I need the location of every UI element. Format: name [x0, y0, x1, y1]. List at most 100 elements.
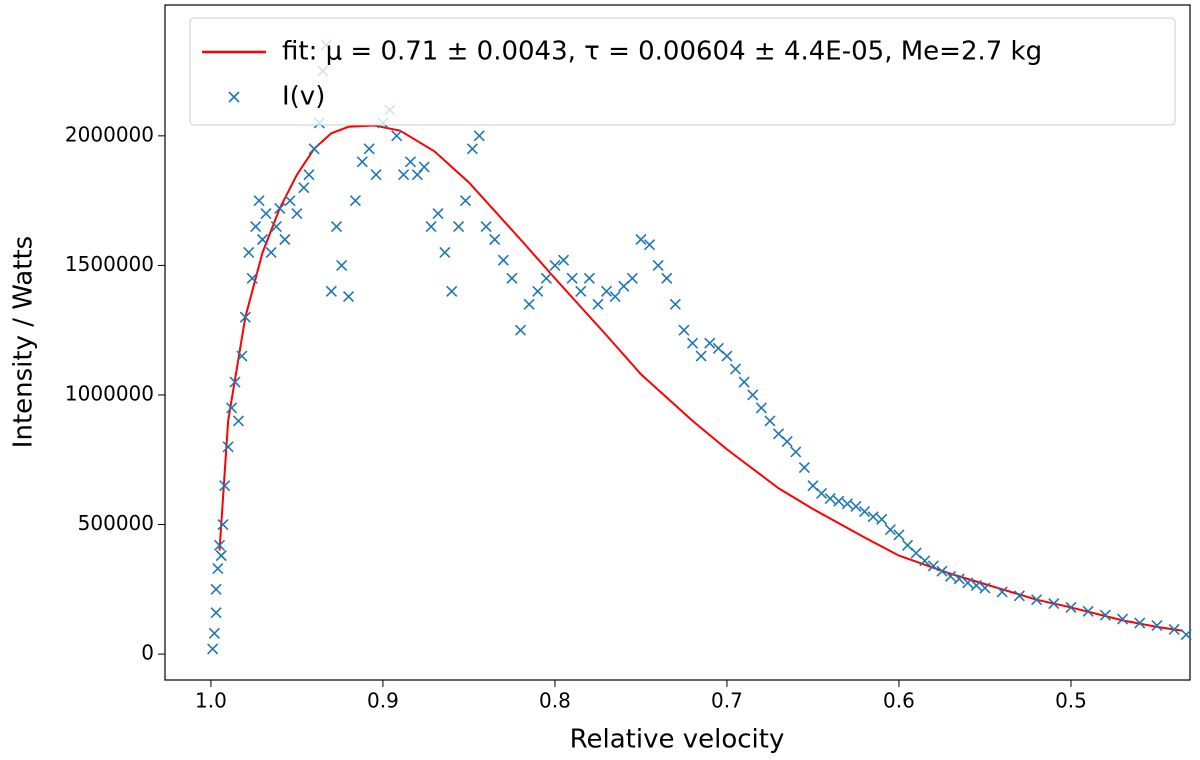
data-point	[213, 539, 226, 551]
data-point	[459, 195, 472, 207]
data-point	[303, 169, 315, 181]
data-point	[246, 272, 258, 284]
data-point	[363, 143, 375, 155]
x-tick-label: 0.7	[711, 689, 743, 713]
data-point	[453, 220, 465, 233]
data-point	[226, 402, 238, 414]
data-point	[298, 182, 310, 194]
data-point	[996, 586, 1008, 598]
data-point	[686, 337, 699, 349]
data-point	[893, 529, 905, 541]
data-point	[265, 246, 277, 259]
data-point	[274, 202, 286, 214]
data-point	[1031, 594, 1043, 606]
data-point	[815, 487, 828, 500]
data-point	[1013, 590, 1025, 602]
data-point	[575, 285, 587, 297]
data-point	[506, 272, 518, 284]
data-point	[583, 272, 595, 284]
data-point	[884, 524, 896, 536]
data-point	[876, 513, 888, 525]
data-point	[342, 290, 355, 303]
data-point	[755, 402, 767, 414]
data-point	[215, 550, 227, 562]
data-point	[1099, 609, 1111, 621]
data-point	[497, 254, 509, 266]
x-tick-label: 1.0	[195, 689, 227, 713]
data-point	[212, 563, 224, 575]
data-point	[404, 156, 417, 168]
data-point	[446, 285, 458, 297]
y-tick-label: 500000	[78, 511, 154, 535]
data-point	[858, 506, 871, 518]
data-point	[549, 259, 561, 271]
data-point	[566, 272, 578, 284]
data-point	[243, 246, 255, 259]
data-point	[970, 579, 982, 591]
data-point	[210, 583, 222, 595]
data-point	[635, 233, 647, 246]
data-point	[1065, 601, 1077, 614]
data-point	[473, 130, 485, 142]
data-point	[236, 350, 248, 362]
data-point	[284, 195, 296, 207]
data-point	[349, 195, 361, 207]
data-point	[867, 511, 879, 523]
data-point	[850, 500, 862, 512]
data-point	[514, 324, 527, 336]
data-point	[927, 560, 939, 572]
data-point	[370, 169, 382, 181]
data-point	[250, 220, 262, 233]
data-point	[207, 643, 219, 655]
data-point	[557, 254, 570, 266]
data-point	[979, 582, 991, 594]
data-point	[210, 607, 222, 619]
data-point	[425, 220, 437, 233]
data-point	[841, 498, 853, 510]
data-point	[738, 376, 750, 388]
data-point	[669, 298, 681, 310]
data-point	[260, 208, 272, 220]
data-point	[1048, 597, 1060, 610]
data-point	[953, 573, 965, 585]
data-point	[279, 233, 291, 246]
data-point	[232, 415, 245, 427]
data-point	[652, 259, 664, 271]
data-point	[418, 161, 430, 173]
data-point	[253, 195, 265, 207]
x-tick-label: 0.6	[883, 689, 915, 713]
legend-marker	[228, 91, 240, 103]
data-point	[219, 480, 231, 492]
data-point	[325, 285, 337, 297]
data-point	[833, 495, 845, 507]
data-point	[356, 156, 368, 168]
data-point	[747, 389, 759, 401]
data-point	[695, 350, 707, 362]
fit-line	[218, 124, 1183, 632]
data-point	[1134, 617, 1146, 629]
data-point	[798, 461, 810, 474]
data-point	[600, 285, 613, 297]
legend-text: fit: μ = 0.71 ± 0.0043, τ = 0.00604 ± 4.…	[282, 37, 1042, 67]
x-tick-label: 0.5	[1055, 689, 1087, 713]
legend-text: I(v)	[282, 82, 325, 112]
data-point	[790, 446, 802, 458]
data-point	[944, 570, 957, 582]
data-point	[721, 350, 733, 362]
data-point	[336, 259, 348, 271]
data-point	[661, 272, 673, 284]
data-point	[540, 272, 552, 284]
data-point	[824, 493, 836, 505]
data-point	[729, 363, 742, 375]
data-point	[532, 285, 544, 297]
x-tick-label: 0.8	[539, 689, 571, 713]
data-point	[936, 565, 948, 577]
plot-frame	[164, 4, 1191, 681]
data-point	[1180, 629, 1192, 641]
x-tick-label: 0.9	[367, 689, 399, 713]
y-tick-label: 2000000	[65, 122, 154, 146]
data-point	[222, 441, 234, 453]
y-axis-label: Intensity / Watts	[9, 236, 39, 448]
data-point	[466, 143, 478, 155]
